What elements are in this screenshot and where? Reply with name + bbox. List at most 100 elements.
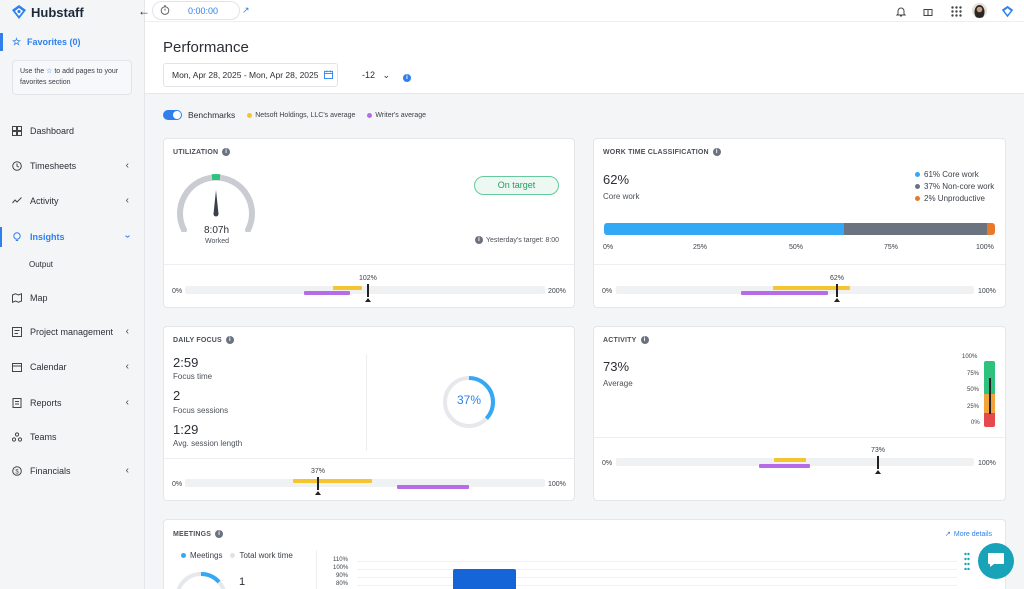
lightbulb-icon [12, 232, 22, 242]
external-link-icon: ↗ [945, 531, 951, 538]
meetings-bar[interactable] [453, 569, 516, 589]
info-icon[interactable]: i [640, 336, 649, 344]
info-icon[interactable]: i [225, 336, 234, 344]
project-icon [12, 327, 22, 337]
sidebar-item-insights[interactable]: Insights ‹ [0, 227, 145, 247]
axis-label: 90% [336, 573, 349, 579]
bell-icon[interactable] [893, 3, 909, 19]
sidebar-item-dashboard[interactable]: Dashboard [0, 121, 145, 141]
company-average-bar [774, 458, 806, 462]
activity-title: ACTIVITY i [603, 336, 649, 344]
info-icon[interactable]: i [475, 236, 483, 244]
activity-high-segment [984, 361, 995, 394]
sidebar-item-favorites[interactable]: ☆ Favorites (0) [0, 33, 145, 51]
favorites-hint-pre: Use the [20, 68, 45, 75]
clock-icon [12, 161, 22, 171]
chevron-left-icon: ‹ [125, 326, 129, 337]
info-icon[interactable]: i [403, 71, 411, 82]
legend-label: 2% Unproductive [924, 194, 985, 203]
focus-ring [443, 376, 495, 428]
value-marker [836, 284, 838, 297]
page-title: Performance [163, 39, 249, 56]
favorites-hint: Use the ☆ to add pages to your favorites… [12, 60, 132, 95]
apps-grid-icon[interactable] [948, 3, 964, 19]
benchmarks-toggle[interactable] [163, 110, 182, 120]
hubstaff-logo[interactable]: Hubstaff [11, 4, 84, 20]
info-icon[interactable]: i [222, 148, 231, 156]
sidebar-item-label: Map [30, 293, 48, 303]
dollar-icon: $ [12, 466, 22, 476]
star-icon: ☆ [12, 36, 21, 48]
axis-label: 0% [971, 420, 980, 426]
open-arrow-icon[interactable]: ↗ [242, 5, 250, 15]
activity-low-segment [984, 413, 995, 427]
chevron-left-icon: ‹ [125, 465, 129, 476]
target-text: i Yesterday's target: 8:00 [475, 236, 559, 244]
sidebar-item-timesheets[interactable]: Timesheets ‹ [0, 156, 145, 176]
core-work-segment[interactable] [604, 223, 845, 235]
hubstaff-logo-icon[interactable] [999, 3, 1015, 19]
company-average-bar [333, 286, 362, 290]
date-range-picker[interactable]: Mon, Apr 28, 2025 - Mon, Apr 28, 2025 [163, 63, 338, 87]
tick-label: 50% [789, 244, 804, 251]
legend-label: Total work time [239, 551, 293, 560]
dashboard-icon [12, 126, 22, 136]
top-bar [145, 0, 1024, 22]
scale-max: 100% [978, 288, 996, 295]
chevron-left-icon: ‹ [125, 195, 129, 206]
value-marker-arrow [315, 491, 321, 495]
legend-dot [181, 553, 186, 558]
scale-min: 0% [172, 288, 183, 295]
activity-track [616, 458, 974, 466]
meetings-count: 1 [239, 576, 246, 588]
sidebar-item-activity[interactable]: Activity ‹ [0, 191, 145, 211]
daily-focus-title: DAILY FOCUS i [173, 336, 234, 344]
card-title: ACTIVITY [603, 336, 637, 344]
value-label: 62% [830, 275, 845, 282]
gridline [357, 585, 957, 586]
role-average-bar [304, 291, 350, 295]
role-average-bar [741, 291, 828, 295]
unproductive-segment[interactable] [987, 223, 995, 235]
sidebar-item-map[interactable]: Map [0, 288, 145, 308]
value-marker [877, 456, 879, 469]
gift-icon[interactable] [920, 3, 936, 19]
sidebar-item-project-management[interactable]: Project management ‹ [0, 322, 145, 342]
sidebar-subitem-output[interactable]: Output [29, 260, 54, 269]
sidebar-item-teams[interactable]: Teams [0, 427, 145, 447]
work-time-track [616, 286, 974, 294]
value-marker [317, 477, 319, 490]
axis-label: 100% [333, 565, 349, 571]
focus-sessions-label: Focus sessions [173, 406, 229, 415]
info-icon[interactable]: i [215, 530, 224, 538]
scale-max: 200% [548, 288, 566, 295]
sidebar-item-calendar[interactable]: Calendar ‹ [0, 357, 145, 377]
timezone-select[interactable]: -12 ⌄ [362, 70, 390, 81]
sidebar-item-label: Activity [30, 196, 59, 206]
legend-dot [915, 172, 920, 177]
card-title: DAILY FOCUS [173, 336, 222, 344]
legend-label: Writer's average [375, 111, 427, 119]
tick-label: 75% [884, 244, 899, 251]
benchmarks-row: Benchmarks Netsoft Holdings, LLC's avera… [163, 110, 426, 120]
info-icon[interactable]: i [712, 148, 721, 156]
chat-button[interactable] [978, 543, 1014, 579]
sidebar-item-label: Insights [30, 232, 65, 242]
non-core-work-segment[interactable] [844, 223, 988, 235]
gridline [357, 561, 957, 562]
utilization-track [185, 286, 545, 294]
more-details-link[interactable]: ↗ More details [945, 530, 992, 539]
sidebar-item-label: Dashboard [30, 126, 75, 136]
timer-value: 0:00:00 [188, 5, 219, 16]
back-arrow-icon[interactable]: ← [138, 4, 150, 18]
axis-label: 110% [333, 557, 348, 563]
sidebar-item-financials[interactable]: $ Financials ‹ [0, 461, 145, 481]
drag-handle-icon[interactable] [964, 552, 970, 572]
work-time-title: WORK TIME CLASSIFICATION i [603, 148, 721, 156]
legend-dot [247, 112, 253, 118]
focus-ring-value: 37% [456, 393, 482, 407]
sidebar-item-reports[interactable]: Reports ‹ [0, 393, 145, 413]
avatar[interactable] [972, 3, 987, 18]
timer-widget[interactable]: 0:00:00 ↗ [152, 1, 250, 20]
scale-max: 100% [548, 481, 566, 488]
